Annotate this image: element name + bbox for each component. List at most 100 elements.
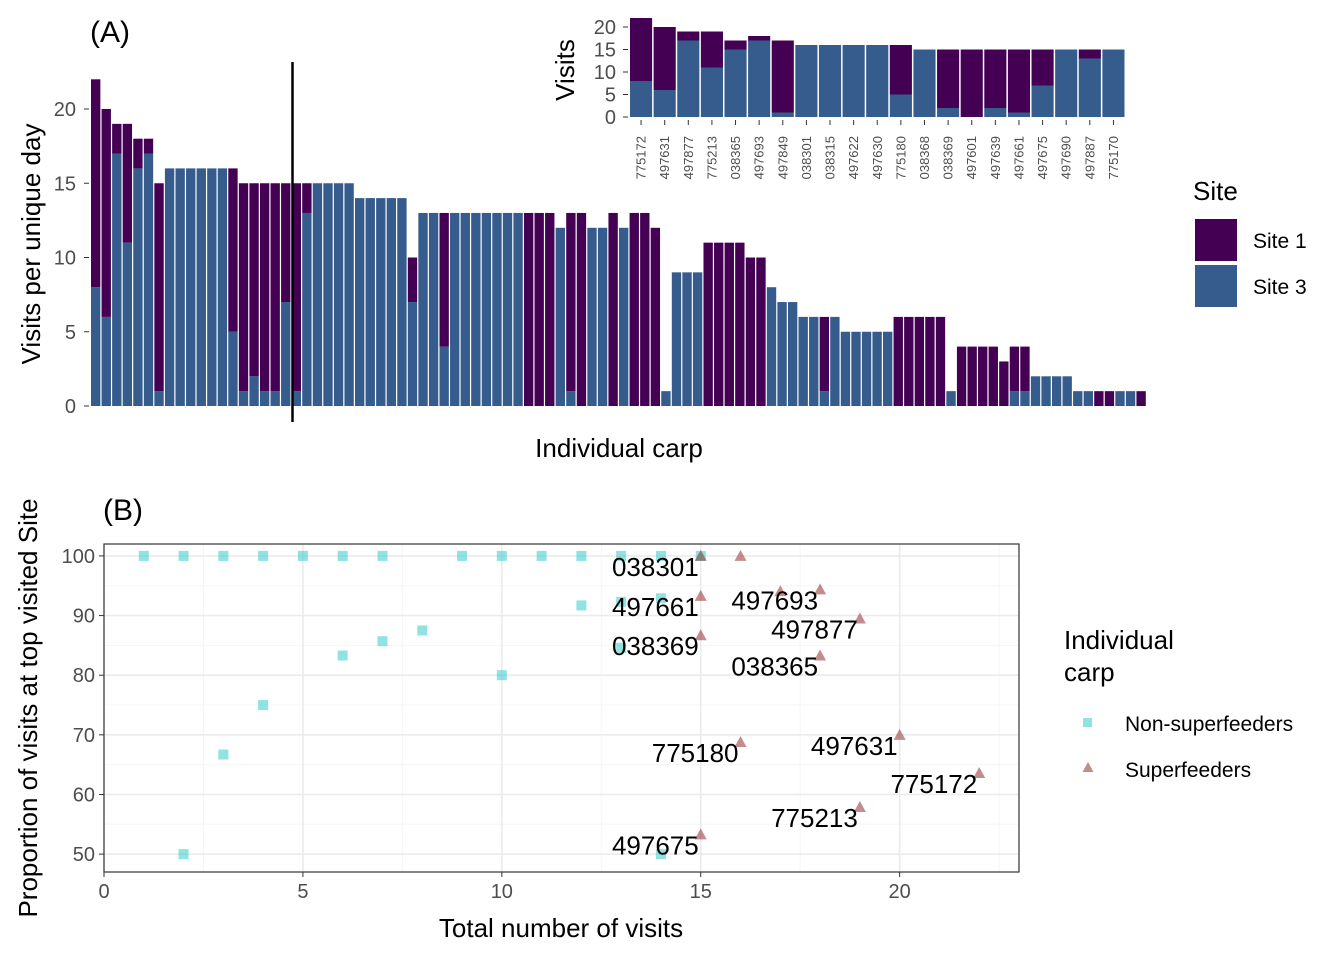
- x-tick-label: 10: [491, 881, 513, 903]
- point-label: 038301: [612, 552, 699, 582]
- bar-site3: [1083, 391, 1093, 406]
- inset-x-tick-label: 497661: [1011, 136, 1026, 179]
- point-non-superfeeder: [616, 642, 627, 653]
- bar-site1: [756, 257, 766, 406]
- bar-site1: [576, 212, 587, 406]
- inset-bar-site3: [653, 90, 676, 117]
- bar-site3: [830, 316, 840, 406]
- bar-site3: [291, 391, 301, 406]
- bar-site3: [566, 391, 576, 406]
- point-label: 497877: [771, 615, 858, 645]
- bar-site1: [745, 257, 756, 406]
- panel-a-y-axis: 0 5 10 15 20: [54, 99, 89, 418]
- x-tick-label: 20: [889, 881, 911, 903]
- point-non-superfeeder: [258, 700, 269, 711]
- bar-site3: [471, 212, 481, 406]
- inset-x-tick-label: 497639: [988, 136, 1003, 179]
- legend-site1-swatch: [1195, 219, 1237, 261]
- inset-bar-site1: [937, 49, 960, 108]
- point-superfeeder: [893, 728, 906, 740]
- bar-site3: [238, 391, 249, 406]
- point-label: 497661: [612, 592, 699, 622]
- point-superfeeder: [694, 589, 707, 601]
- bar-site1: [819, 316, 829, 392]
- bar-site1: [650, 227, 661, 406]
- inset-x-tick-label: 497630: [870, 136, 885, 179]
- inset-x-tick-label: 775170: [1106, 136, 1121, 179]
- bar-site3: [555, 227, 565, 406]
- point-non-superfeeder: [377, 636, 388, 647]
- bar-site1: [893, 316, 903, 406]
- bar-site3: [1051, 376, 1062, 406]
- bar-site3: [397, 198, 407, 406]
- bar-site3: [513, 212, 523, 406]
- bar-site3: [1115, 391, 1125, 406]
- panel-b-tag: (B): [103, 494, 143, 527]
- bar-site1: [703, 242, 713, 406]
- inset-bar-site3: [937, 108, 960, 117]
- bar-site3: [122, 242, 133, 406]
- inset-x-tick-label: 497693: [752, 136, 767, 179]
- bar-site3: [492, 212, 502, 406]
- point-label: 775172: [890, 769, 977, 799]
- inset-y-tick-label: 0: [605, 107, 616, 129]
- panel-b-background: [104, 544, 1019, 872]
- bar-site3: [661, 391, 671, 406]
- bar-site1: [523, 212, 534, 406]
- bar-site3: [207, 168, 217, 406]
- point-superfeeder: [734, 549, 747, 561]
- inset-bar-site3: [1102, 49, 1125, 117]
- bar-site1: [112, 123, 122, 154]
- bar-site3: [946, 391, 956, 406]
- bar-site3: [1073, 391, 1083, 406]
- y-tick-label: 80: [73, 665, 95, 687]
- legend-site3-swatch: [1195, 265, 1237, 307]
- bar-site1: [1094, 391, 1104, 406]
- bar-site3: [228, 331, 238, 406]
- inset-x-axis: 775172 497631 497877 775213 038365 497693 4978…: [634, 120, 1121, 179]
- inset-bar-site1: [677, 31, 700, 41]
- point-superfeeder: [774, 585, 787, 597]
- point-non-superfeeder: [377, 550, 388, 561]
- bar-site3: [101, 316, 111, 406]
- bar-site1: [91, 79, 101, 288]
- bar-site1: [133, 138, 143, 169]
- bar-site3: [407, 302, 418, 406]
- bar-site1: [1020, 346, 1030, 392]
- bar-site1: [904, 316, 914, 406]
- bar-site1: [302, 183, 312, 213]
- point-superfeeder: [694, 549, 707, 561]
- point-non-superfeeder: [258, 550, 269, 561]
- point-superfeeder: [853, 612, 866, 624]
- inset-bar-site1: [1031, 49, 1054, 86]
- bar-site1: [249, 183, 259, 377]
- point-non-superfeeder: [417, 625, 428, 636]
- point-non-superfeeder: [616, 596, 627, 607]
- bar-site3: [777, 302, 787, 406]
- inset-y-tick-label: 5: [605, 85, 616, 107]
- legend-nonsuper-label: Non-superfeeders: [1125, 713, 1293, 736]
- bar-site3: [344, 183, 354, 406]
- legend-site: Site Site 1 Site 3: [1193, 176, 1307, 307]
- inset-x-tick-label: 497622: [846, 136, 861, 179]
- bar-site1: [545, 212, 555, 406]
- bar-site3: [682, 272, 692, 406]
- point-label: 775213: [771, 803, 858, 833]
- bar-site3: [809, 316, 819, 406]
- y-tick-label: 0: [65, 396, 76, 418]
- panel-b-points: [138, 549, 986, 860]
- point-non-superfeeder: [218, 749, 229, 760]
- inset-bar-site3: [630, 81, 653, 117]
- inset-bar-site3: [818, 45, 842, 117]
- bar-site1: [914, 316, 925, 406]
- inset-bar-site1: [630, 18, 653, 81]
- bar-site3: [217, 168, 228, 406]
- panel-a-y-label: Visits per unique day: [16, 124, 46, 365]
- bar-site3: [418, 212, 428, 406]
- bar-site3: [1030, 376, 1041, 406]
- bar-site1: [629, 212, 639, 406]
- point-superfeeder: [734, 735, 747, 747]
